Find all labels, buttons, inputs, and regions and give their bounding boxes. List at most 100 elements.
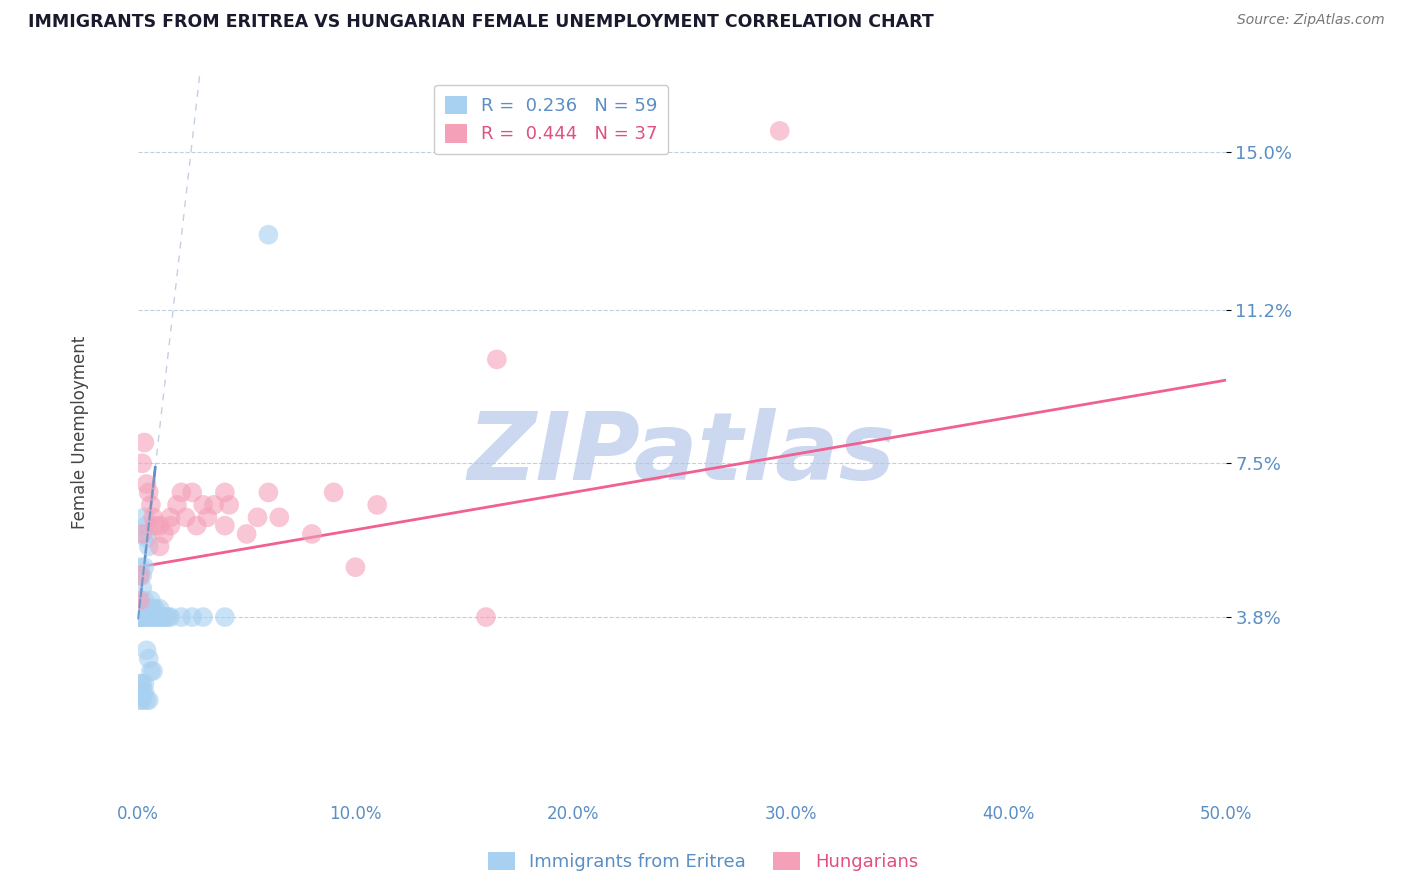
Point [134,601,156,615]
Point [475,610,498,624]
Point [135,693,157,707]
Point [485,352,508,367]
Point [135,601,157,615]
Point [138,693,160,707]
Point [131,456,153,470]
Text: ZIPatlas: ZIPatlas [468,408,896,500]
Point [138,651,160,665]
Point [153,610,176,624]
Point [135,610,157,624]
Point [170,610,193,624]
Point [131,610,153,624]
Point [214,485,236,500]
Point [134,685,156,699]
Point [134,610,156,624]
Point [134,560,156,574]
Point [142,664,165,678]
Point [129,610,152,624]
Point [139,664,162,678]
Point [142,610,165,624]
Point [269,510,291,524]
Text: Source: ZipAtlas.com: Source: ZipAtlas.com [1237,13,1385,28]
Point [135,518,157,533]
Point [131,693,153,707]
Point [197,510,219,524]
Point [149,601,172,615]
Point [257,227,280,242]
Point [129,610,152,624]
Point [129,685,152,699]
Point [139,610,162,624]
Point [131,581,153,595]
Point [134,593,156,607]
Y-axis label: Female Unemployment: Female Unemployment [72,335,89,529]
Point [202,498,225,512]
Point [235,527,257,541]
Point [129,593,152,607]
Point [150,610,173,624]
Point [143,601,166,615]
Point [157,610,180,624]
Point [181,610,204,624]
Point [143,610,166,624]
Point [186,518,208,533]
Point [138,610,160,624]
Point [214,518,236,533]
Point [139,498,162,512]
Point [301,527,323,541]
Point [129,560,152,574]
Point [322,485,344,500]
Point [214,610,236,624]
Point [131,676,153,690]
Point [181,485,204,500]
Point [134,510,156,524]
Point [135,643,157,657]
Point [191,498,214,512]
Point [131,610,153,624]
Point [218,498,240,512]
Point [153,527,176,541]
Point [149,610,172,624]
Point [138,540,160,554]
Point [129,610,152,624]
Point [170,485,193,500]
Point [257,485,280,500]
Point [149,518,172,533]
Point [134,435,156,450]
Point [134,676,156,690]
Point [159,610,181,624]
Point [129,610,152,624]
Point [138,601,160,615]
Text: IMMIGRANTS FROM ERITREA VS HUNGARIAN FEMALE UNEMPLOYMENT CORRELATION CHART: IMMIGRANTS FROM ERITREA VS HUNGARIAN FEM… [28,13,934,31]
Point [769,124,792,138]
Point [146,610,169,624]
Point [135,531,157,545]
Point [142,601,165,615]
Point [129,676,152,690]
Point [138,485,160,500]
Legend: R =  0.236   N = 59, R =  0.444   N = 37: R = 0.236 N = 59, R = 0.444 N = 37 [434,85,668,154]
Point [135,477,157,491]
Point [191,610,214,624]
Point [149,540,172,554]
Legend: Immigrants from Eritrea, Hungarians: Immigrants from Eritrea, Hungarians [481,845,925,879]
Point [131,527,153,541]
Point [139,593,162,607]
Point [129,568,152,582]
Point [159,518,181,533]
Point [129,693,152,707]
Point [155,610,177,624]
Point [131,610,153,624]
Point [131,601,153,615]
Point [143,518,166,533]
Point [129,610,152,624]
Point [366,498,388,512]
Point [166,498,188,512]
Point [131,568,153,582]
Point [142,510,165,524]
Point [159,510,181,524]
Point [131,685,153,699]
Point [134,527,156,541]
Point [246,510,269,524]
Point [344,560,367,574]
